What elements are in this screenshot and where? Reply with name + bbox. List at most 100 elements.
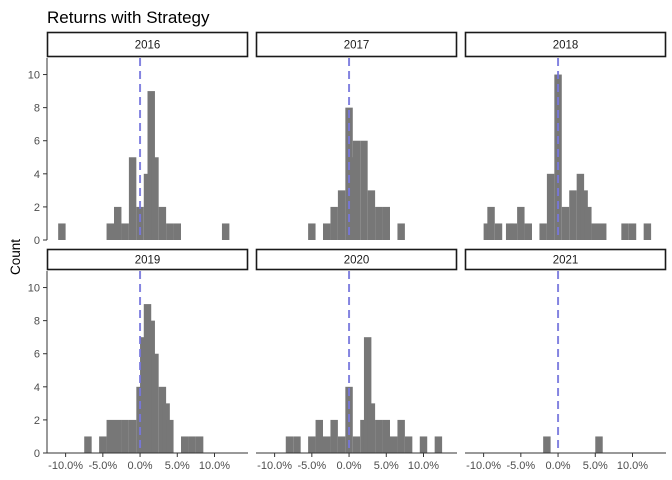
histogram-bar xyxy=(561,206,570,240)
histogram-bar xyxy=(524,223,532,240)
histogram-bar xyxy=(128,157,137,240)
facet-strip xyxy=(255,248,458,271)
histogram-bar xyxy=(158,206,167,240)
facet-strip-label: 2020 xyxy=(344,255,370,267)
histogram-bar xyxy=(643,223,652,240)
y-tick-label: 6 xyxy=(34,136,40,148)
histogram-bar xyxy=(352,140,361,240)
histogram-bar xyxy=(106,419,114,453)
facet-panel-2019: 2019 0 2 4 6 8 10 -10.0% -5.0% 0.0% 5.0% 10.0% xyxy=(28,248,249,472)
histogram-bar xyxy=(181,436,189,453)
facet-strip-label: 2021 xyxy=(553,255,579,267)
histogram-bar xyxy=(166,223,174,240)
histogram-bar xyxy=(308,436,316,453)
facet-strip-label: 2016 xyxy=(135,40,161,52)
histogram-bar xyxy=(323,436,331,453)
histogram-bar xyxy=(323,223,331,240)
y-tick-label: 2 xyxy=(34,202,40,214)
histogram-bar xyxy=(106,223,114,240)
facet-strip xyxy=(46,248,249,271)
histogram-bar xyxy=(188,436,196,453)
x-tick-label: 5.0% xyxy=(165,460,190,472)
facet-strip xyxy=(255,31,458,58)
histogram-bar xyxy=(84,436,92,453)
x-tick-label: -5.0% xyxy=(506,460,535,472)
x-tick-label: -10.0% xyxy=(466,460,501,472)
x-tick-label: 5.0% xyxy=(374,460,399,472)
y-tick-label: 0 xyxy=(34,448,40,460)
y-tick-label: 8 xyxy=(34,103,40,115)
histogram-bar xyxy=(58,223,66,240)
histogram-bar xyxy=(404,436,413,453)
facet-strip-label: 2018 xyxy=(553,40,579,52)
histogram-bar xyxy=(546,173,555,240)
chart-title: Returns with Strategy xyxy=(47,8,210,27)
histogram-bar xyxy=(363,337,372,453)
x-tick-label: -10.0% xyxy=(48,460,83,472)
x-tick-label: 10.0% xyxy=(199,460,230,472)
histogram-bar xyxy=(352,436,361,453)
histogram-bar xyxy=(285,436,294,453)
histogram-bar xyxy=(543,436,551,453)
histogram-bar xyxy=(397,223,405,240)
histogram-bar xyxy=(151,157,159,240)
histogram-bar xyxy=(419,436,428,453)
histogram-bar xyxy=(330,419,338,453)
histogram-bar xyxy=(360,140,368,240)
facet-panel-2021: 2021 -10.0% -5.0% 0.0% 5.0% 10.0% xyxy=(464,248,667,472)
y-tick-label: 10 xyxy=(28,70,40,82)
facet-strip-label: 2017 xyxy=(344,40,370,52)
histogram-bar xyxy=(569,190,577,240)
histogram-bar xyxy=(375,206,383,240)
histogram-bar xyxy=(121,419,129,453)
histogram-bar xyxy=(595,436,603,453)
x-tick-label: -5.0% xyxy=(88,460,117,472)
histogram-bar xyxy=(382,419,390,453)
x-tick-label: -10.0% xyxy=(257,460,292,472)
facet-panel-2018: 2018 xyxy=(464,31,667,240)
y-axis-title: Count xyxy=(8,239,23,275)
histogram-bar xyxy=(308,223,316,240)
histogram-bar xyxy=(517,206,525,240)
x-tick-label: 0.0% xyxy=(128,460,153,472)
y-tick-label: 6 xyxy=(34,349,40,361)
histogram-bar xyxy=(136,206,144,240)
histogram-bar xyxy=(367,190,376,240)
histogram-bar xyxy=(151,353,159,453)
x-tick-label: 0.0% xyxy=(337,460,362,472)
x-tick-label: 0.0% xyxy=(546,460,571,472)
histogram-bar xyxy=(628,223,637,240)
histogram-bar xyxy=(221,223,230,240)
facet-strip-label: 2019 xyxy=(135,255,161,267)
facet-panels: 2016 0 2 4 6 8 10 2017 2018 2019 0 2 4 6 8 10 -10.0% -5.0… xyxy=(28,31,667,472)
facet-strip xyxy=(464,248,667,271)
y-tick-label: 4 xyxy=(34,169,40,181)
x-tick-label: 10.0% xyxy=(408,460,439,472)
y-tick-label: 2 xyxy=(34,415,40,427)
histogram-bar xyxy=(382,206,390,240)
histogram-bar xyxy=(337,190,346,240)
histogram-bar xyxy=(315,419,323,453)
histogram-bar xyxy=(114,206,122,240)
histogram-bar xyxy=(554,74,562,240)
histogram-bar xyxy=(293,436,301,453)
histogram-bar xyxy=(397,419,405,453)
histogram-bar xyxy=(195,436,204,453)
histogram-bar xyxy=(114,419,122,453)
histogram-bar xyxy=(434,436,443,453)
histogram-bar xyxy=(173,223,181,240)
histogram-bar xyxy=(121,223,129,240)
histogram-bar xyxy=(621,223,629,240)
facet-panel-2020: 2020 -10.0% -5.0% 0.0% 5.0% 10.0% xyxy=(255,248,458,472)
y-tick-label: 4 xyxy=(34,382,40,394)
x-tick-label: 10.0% xyxy=(617,460,648,472)
histogram-bar xyxy=(487,206,495,240)
histogram-bar xyxy=(367,403,376,453)
histogram-bar xyxy=(509,223,518,240)
facet-panel-2017: 2017 xyxy=(255,31,458,241)
facet-panel-2016: 2016 0 2 4 6 8 10 xyxy=(28,31,249,247)
histogram-bar xyxy=(375,419,383,453)
histogram-bar xyxy=(539,223,547,240)
y-tick-label: 0 xyxy=(34,235,40,247)
